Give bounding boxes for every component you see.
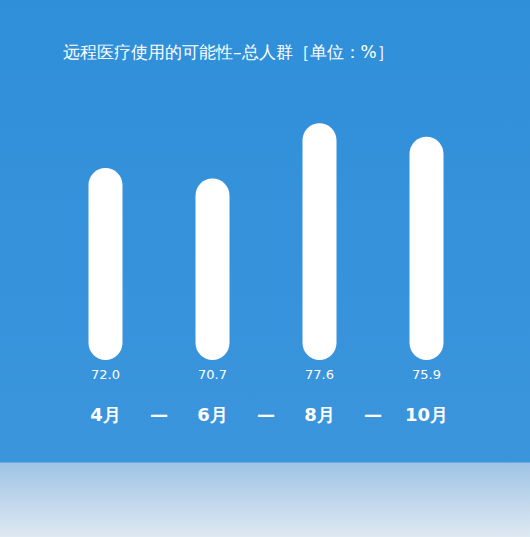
svg-text:75.9: 75.9 [412, 367, 441, 382]
svg-text:70.7: 70.7 [198, 367, 227, 382]
svg-text:6月: 6月 [197, 404, 228, 425]
svg-text:4月: 4月 [90, 404, 121, 425]
svg-text:10月: 10月 [405, 404, 448, 425]
svg-text:77.6: 77.6 [305, 367, 334, 382]
svg-text:—: — [150, 404, 168, 425]
svg-text:—: — [364, 404, 382, 425]
svg-text:72.0: 72.0 [91, 367, 120, 382]
svg-text:—: — [257, 404, 275, 425]
svg-text:远程医疗使用的可能性–总人群［单位：%］: 远程医疗使用的可能性–总人群［单位：%］ [63, 42, 394, 62]
svg-text:8月: 8月 [304, 404, 335, 425]
